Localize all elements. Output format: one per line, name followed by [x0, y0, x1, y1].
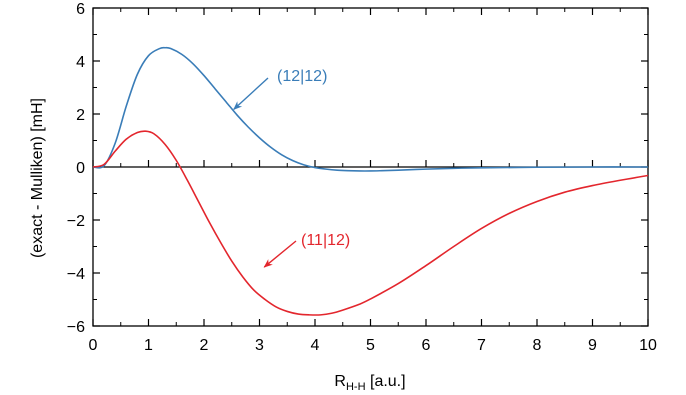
ticks-layer: 0 1 2 3 4 5 6 7 8 9 10 −6 −4 −2 0 2 4 6 — [67, 1, 657, 354]
y-tick-label: −6 — [67, 319, 85, 336]
x-tick-label: 3 — [255, 337, 264, 354]
y-tick-label: 0 — [76, 160, 85, 177]
y-tick-label: 6 — [76, 1, 85, 18]
y-tick-label: 2 — [76, 107, 85, 124]
x-tick-label: 1 — [144, 337, 153, 354]
annotation-arrow — [263, 240, 297, 268]
y-tick-label: −2 — [67, 213, 85, 230]
series-layer — [92, 46, 649, 316]
x-tick-label: 5 — [366, 337, 375, 354]
x-tick-label: 9 — [588, 337, 597, 354]
x-tick-label: 7 — [477, 337, 486, 354]
x-tick-label: 10 — [639, 337, 657, 354]
annotation-arrow — [233, 77, 269, 110]
y-tick-label: −4 — [67, 266, 85, 283]
x-tick-label: 4 — [311, 337, 320, 354]
x-tick-label: 8 — [533, 337, 542, 354]
x-tick-label: 0 — [89, 337, 98, 354]
annotation-layer: (12|12) (11|12) — [233, 68, 350, 268]
annotation-label: (12|12) — [277, 68, 327, 85]
x-axis-label-subscript: H-H — [346, 381, 366, 393]
y-axis-label: (exact - Mulliken) [mH] — [29, 98, 46, 258]
x-axis-label-main: R — [334, 373, 346, 390]
series-line-11-12 — [92, 130, 649, 316]
x-tick-label: 6 — [422, 337, 431, 354]
x-axis-label-unit: [a.u.] — [366, 373, 406, 390]
x-axis-label: RH-H [a.u.] — [334, 373, 405, 393]
annotation-label: (11|12) — [301, 232, 350, 249]
series-line-12-12 — [92, 46, 649, 172]
y-tick-label: 4 — [76, 54, 85, 71]
x-tick-label: 2 — [200, 337, 209, 354]
